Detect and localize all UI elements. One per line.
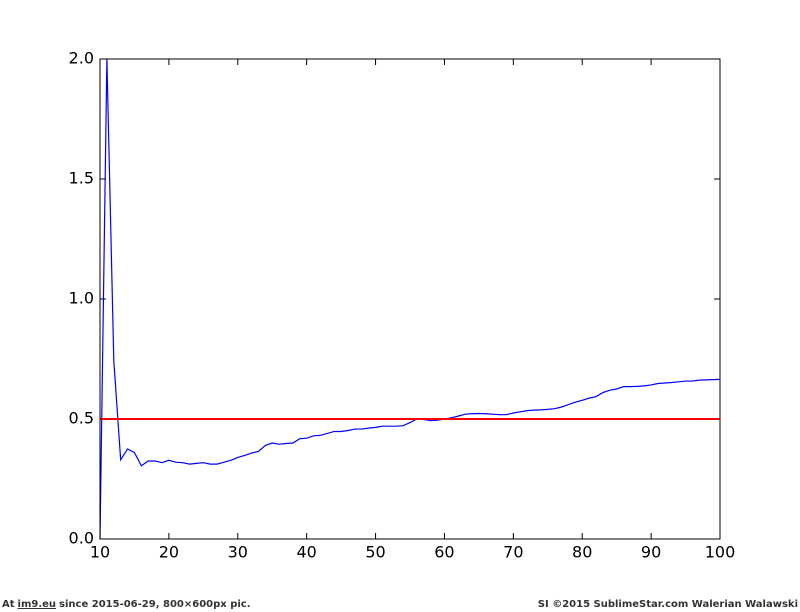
footer-suffix: since 2015-06-29, 800×600px pic. [59, 599, 251, 610]
y-tick-label: 1.0 [69, 289, 94, 308]
y-tick-label: 0.0 [69, 529, 94, 548]
x-tick-label: 70 [503, 543, 523, 562]
plot-frame [99, 58, 721, 540]
footer-credit: SI ©2015 SublimeStar.com Walerian Walaws… [537, 599, 798, 610]
x-tick-label: 40 [296, 543, 316, 562]
x-tick-label: 80 [572, 543, 592, 562]
data-line [99, 58, 721, 540]
y-tick-label: 1.5 [69, 169, 94, 188]
x-tick-label: 100 [705, 543, 736, 562]
site-link[interactable]: im9.eu [17, 599, 57, 610]
y-tick-label: 2.0 [69, 49, 94, 68]
footer-left: At im9.eu since 2015-06-29, 800×600px pic. [2, 599, 251, 610]
footer: At im9.eu since 2015-06-29, 800×600px pic.… [0, 598, 800, 612]
x-tick-label: 30 [228, 543, 248, 562]
x-tick-label: 10 [90, 543, 110, 562]
x-tick-label: 90 [641, 543, 661, 562]
plot-area [100, 59, 720, 539]
chart: 10 20 30 40 50 60 70 80 90 100 0.0 0.5 1.0 1.5 2.0 [69, 49, 736, 562]
y-tick-label: 0.5 [69, 409, 94, 428]
footer-prefix: At [2, 599, 15, 610]
x-tick-label: 20 [159, 543, 179, 562]
x-tick-label: 60 [434, 543, 454, 562]
x-tick-label: 50 [365, 543, 385, 562]
